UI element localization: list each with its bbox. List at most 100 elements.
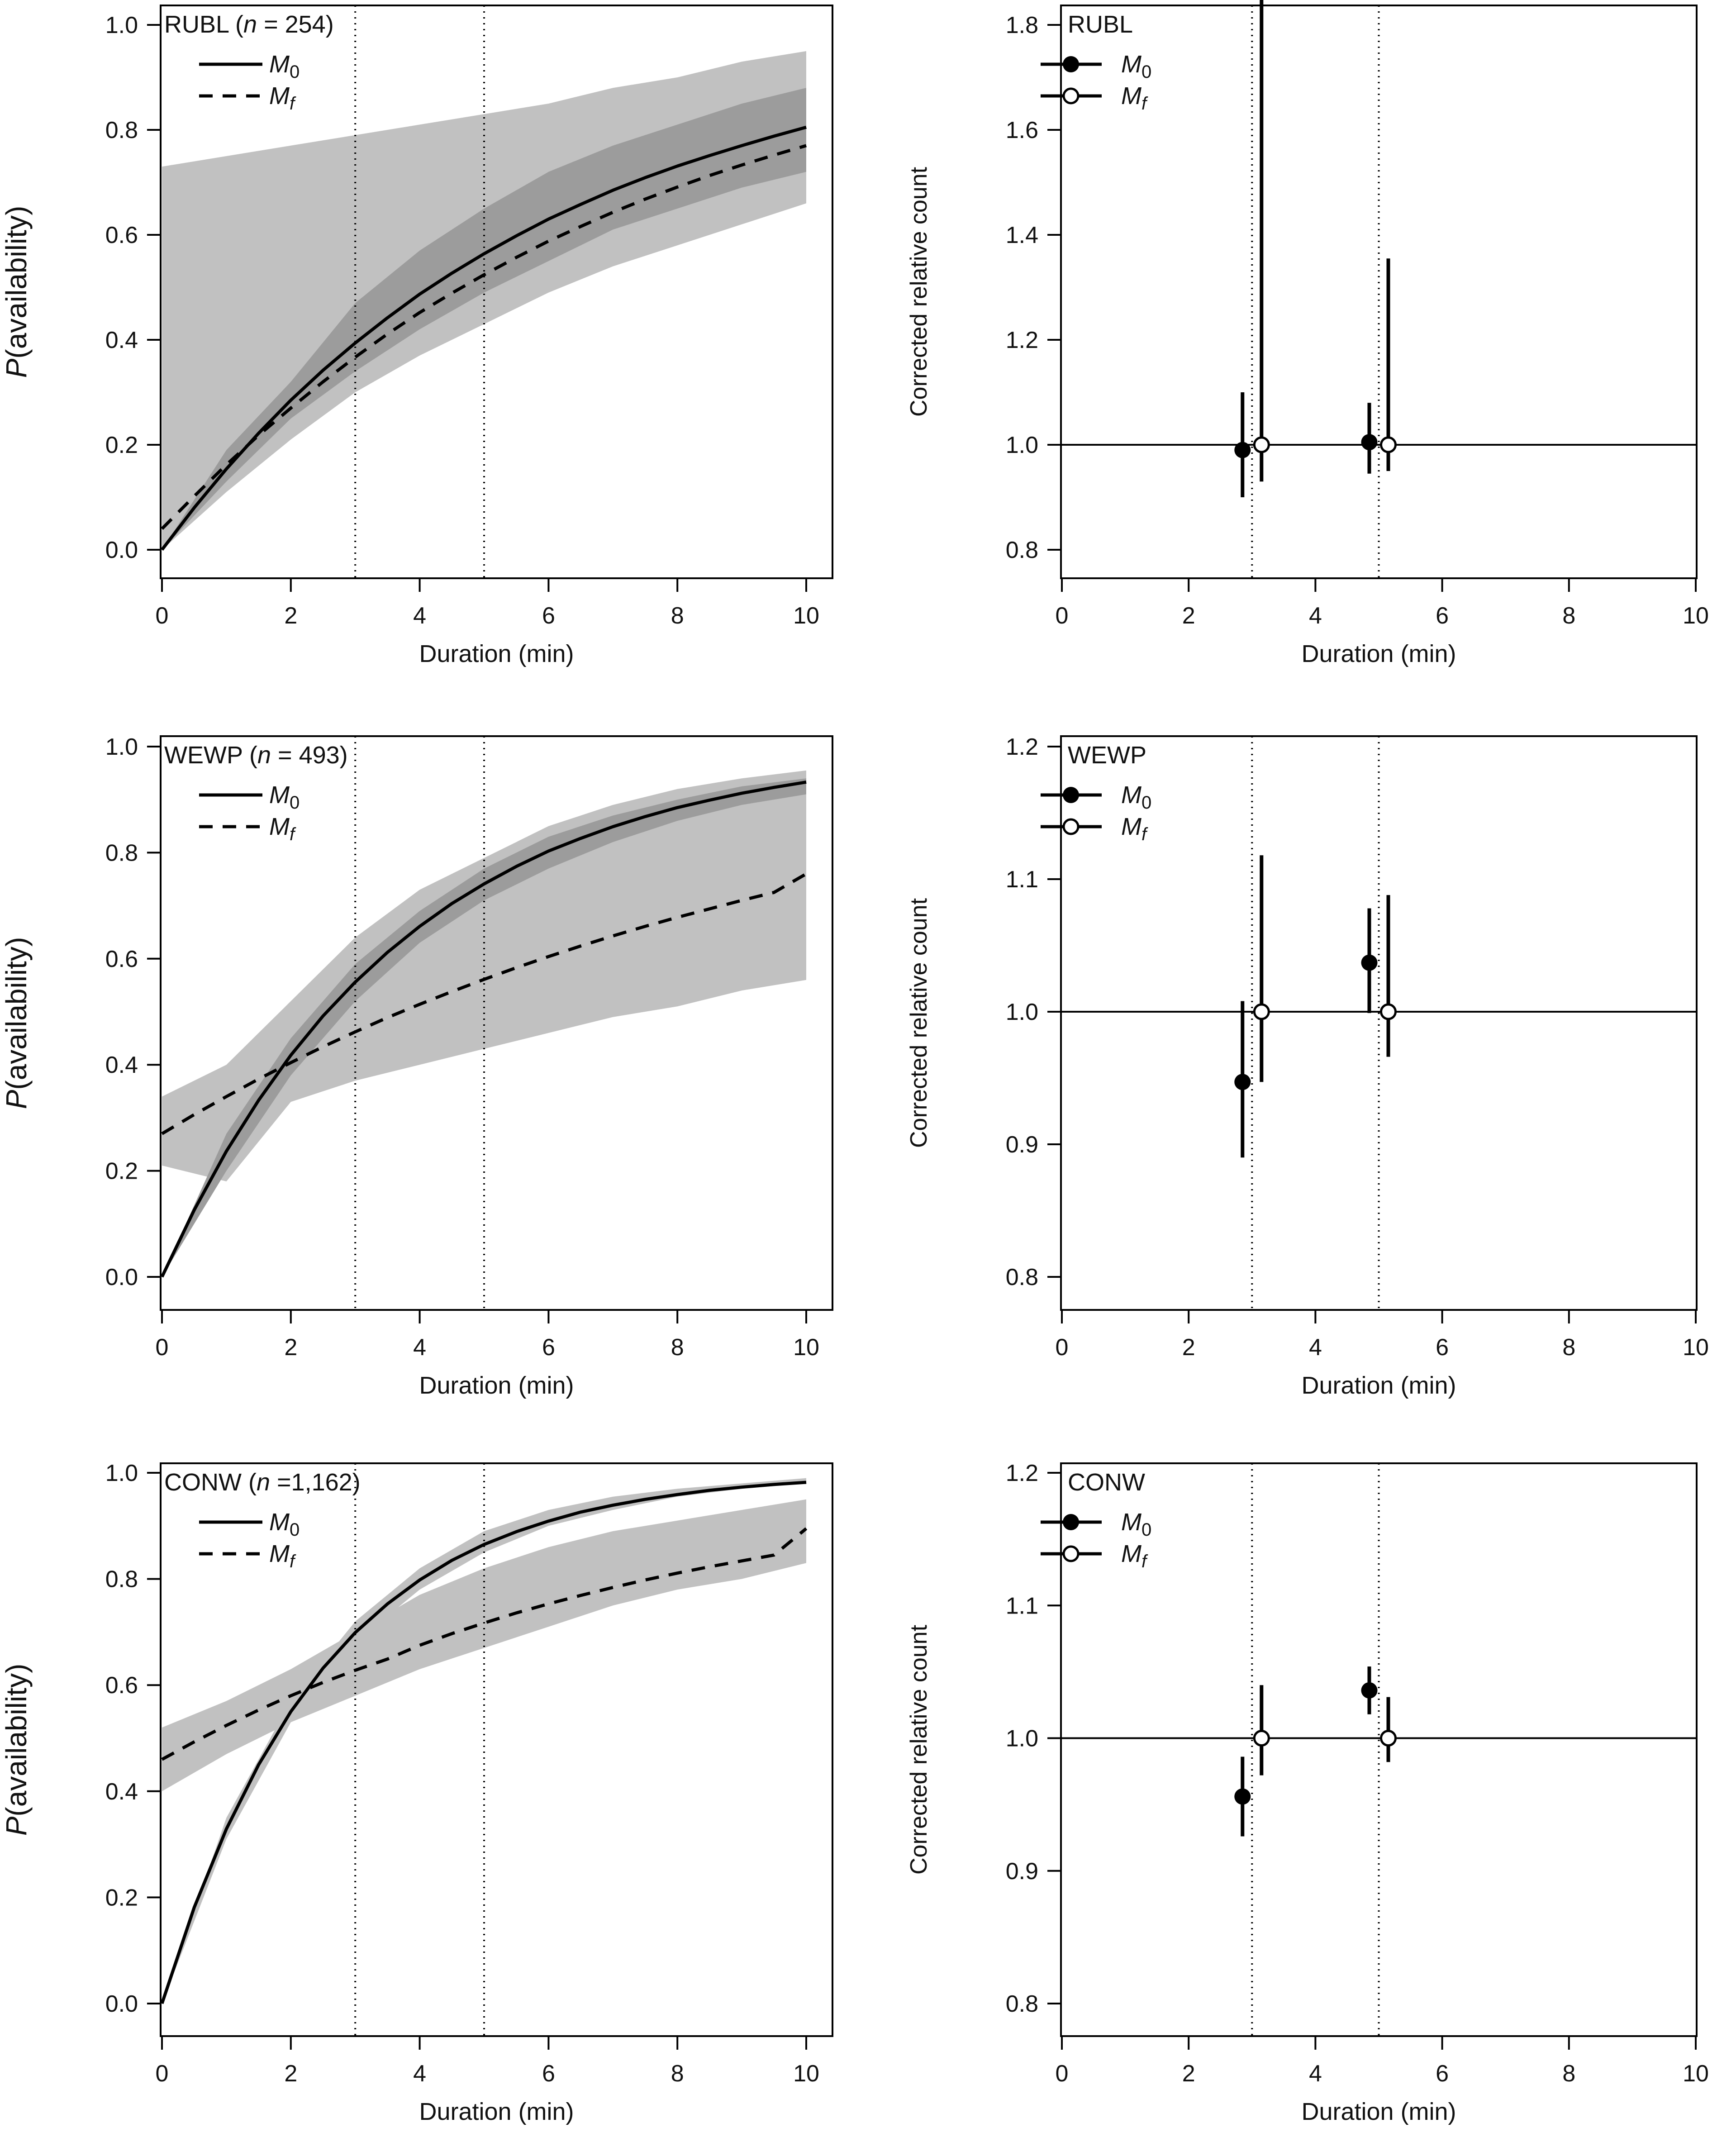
x-axis-label: Duration (min): [1301, 640, 1456, 667]
legend-label: Mf: [1121, 82, 1148, 114]
panel-rubl-right: 0 2 4 6 8 10 0.8 1.0 1.2 1.4 1.6 1.8 Duration (min) C…: [906, 0, 1709, 667]
x-tick-label: 4: [1309, 603, 1322, 629]
legend-marker-filled: [1063, 787, 1079, 803]
point-mf: [1253, 436, 1270, 453]
legend-label-subscript: 0: [290, 62, 300, 82]
y-axis-label: Corrected relative count: [906, 898, 932, 1148]
y-tick-label: 1.4: [1006, 222, 1038, 248]
species-label-n: n: [257, 742, 271, 769]
legend-label: M0: [269, 1509, 300, 1540]
y-tick-label: 1.0: [105, 12, 138, 38]
legend-label-symbol: M: [1121, 1509, 1141, 1536]
y-tick-label: 0.6: [105, 946, 138, 972]
y-tick-label: 0.4: [105, 327, 138, 353]
legend-marker-filled: [1063, 1514, 1079, 1530]
y-tick-label: 0.6: [105, 1672, 138, 1699]
legend-label-symbol: M: [269, 51, 290, 78]
y-tick-label: 1.0: [1006, 432, 1038, 458]
legend-label-symbol: M: [269, 1509, 290, 1536]
species-label: WEWP (n = 493): [164, 742, 348, 769]
x-tick-label: 6: [1436, 1334, 1449, 1361]
legend-label: Mf: [269, 1540, 296, 1571]
species-label: CONW (n =1,162): [164, 1469, 361, 1496]
y-axis-label-symbol: P: [0, 1090, 33, 1109]
x-tick-label: 2: [1182, 2061, 1195, 2087]
plot-frame: [160, 5, 833, 579]
x-tick-label: 0: [1056, 603, 1069, 629]
x-tick-label: 8: [671, 2061, 684, 2087]
legend-label-symbol: M: [269, 813, 290, 840]
species-label-text: RUBL: [1068, 11, 1133, 38]
y-axis-label-symbol: P: [0, 1816, 33, 1836]
x-tick-label: 6: [542, 2061, 555, 2087]
species-label-n: n: [243, 11, 257, 38]
x-tick-label: 6: [542, 603, 555, 629]
series-line-m0: [160, 1480, 807, 2004]
confidence-band-2: [162, 88, 806, 550]
legend-label-symbol: M: [1121, 781, 1141, 809]
y-tick-label: 1.2: [1006, 1460, 1038, 1486]
y-tick-label: 0.2: [105, 1158, 138, 1185]
y-tick-label: 0.8: [1006, 1264, 1038, 1290]
y-tick-label: 0.8: [1006, 537, 1038, 563]
legend-label-subscript: f: [1141, 94, 1148, 114]
legend-marker-open: [1062, 87, 1080, 105]
species-label: WEWP: [1068, 742, 1146, 769]
confidence-band-1: [162, 770, 806, 1181]
x-tick-label: 2: [1182, 603, 1195, 629]
x-axis-label: Duration (min): [419, 2098, 574, 2125]
legend-marker-open: [1062, 1545, 1080, 1562]
y-tick-label: 1.0: [1006, 999, 1038, 1025]
y-tick-label: 0.8: [105, 840, 138, 866]
point-m0: [1361, 434, 1378, 451]
species-label-count: = 493): [271, 742, 348, 769]
y-axis-label-text: (availability): [0, 1664, 33, 1817]
legend-label-symbol: M: [269, 781, 290, 809]
y-tick-label: 1.0: [1006, 1726, 1038, 1752]
series-line-mf: [161, 872, 807, 1135]
y-tick-label: 0.0: [105, 537, 138, 563]
x-tick-label: 2: [284, 2061, 297, 2087]
y-axis-label-text: (availability): [0, 937, 33, 1090]
x-tick-label: 6: [542, 1334, 555, 1361]
x-tick-label: 8: [1562, 1334, 1575, 1361]
x-tick-label: 10: [793, 2061, 819, 2087]
x-tick-label: 2: [284, 603, 297, 629]
point-mf: [1253, 1003, 1270, 1020]
legend-label-subscript: 0: [290, 1520, 300, 1540]
y-tick-label: 0.9: [1006, 1132, 1038, 1158]
plot-frame: [1060, 1462, 1698, 2037]
legend-label-symbol: M: [1121, 82, 1141, 109]
legend-label-subscript: f: [1141, 1552, 1148, 1571]
panel-conw-right: 0 2 4 6 8 10 0.8 0.9 1.0 1.1 1.2 Duration (min) Corr…: [906, 1460, 1709, 2125]
legend-label: Mf: [269, 82, 296, 114]
legend-label-subscript: f: [290, 94, 296, 114]
y-tick-label: 0.8: [1006, 1991, 1038, 2017]
x-tick-label: 2: [1182, 1334, 1195, 1361]
point-m0: [1234, 1788, 1251, 1805]
panel-rubl-left: 0 2 4 6 8 10 0.0 0.2 0.4 0.6 0.8 1.0 Duration (min) P…: [0, 5, 833, 667]
legend-label-subscript: 0: [1141, 793, 1151, 813]
point-m0: [1234, 442, 1251, 458]
x-tick-label: 0: [156, 1334, 169, 1361]
x-tick-label: 0: [1056, 1334, 1069, 1361]
x-tick-label: 8: [671, 1334, 684, 1361]
y-axis-label-symbol: P: [0, 358, 33, 378]
x-tick-label: 8: [1562, 603, 1575, 629]
y-tick-label: 0.4: [105, 1052, 138, 1078]
legend-label: Mf: [1121, 813, 1148, 844]
point-m0: [1361, 954, 1378, 971]
species-label-text: RUBL (: [164, 11, 243, 38]
point-mf: [1253, 1730, 1270, 1747]
plot-frame: [1060, 5, 1698, 579]
y-axis-label: Corrected relative count: [906, 167, 932, 417]
legend-marker-open: [1062, 818, 1080, 835]
legend-label-subscript: f: [290, 824, 296, 844]
y-tick-label: 0.4: [105, 1779, 138, 1805]
legend-label-subscript: f: [290, 1552, 296, 1571]
x-tick-label: 10: [1683, 2061, 1709, 2087]
x-tick-label: 10: [793, 1334, 819, 1361]
y-tick-label: 0.0: [105, 1991, 138, 2017]
y-tick-label: 0.8: [105, 1566, 138, 1593]
legend-label: M0: [1121, 781, 1151, 813]
